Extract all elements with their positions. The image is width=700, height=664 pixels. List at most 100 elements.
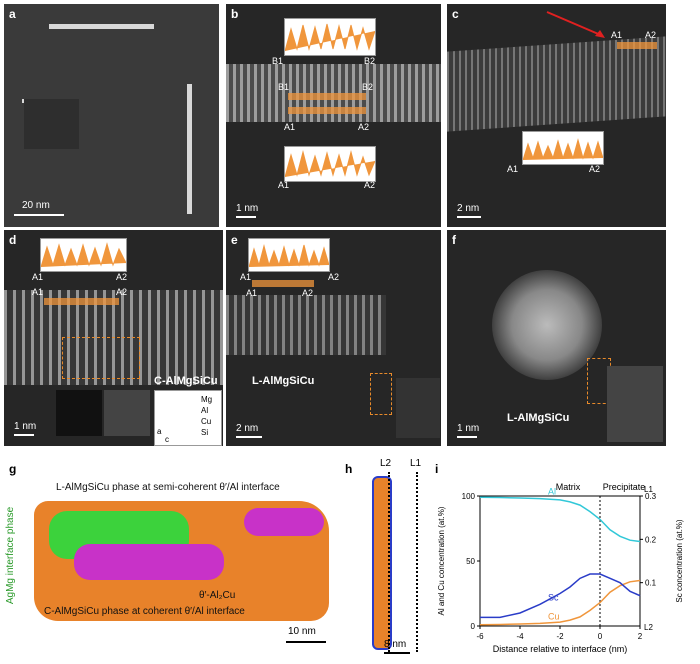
y-tick-label: 50 [466, 557, 475, 566]
d-band [44, 298, 119, 305]
panel-i-label: i [435, 462, 439, 476]
b-top-b2: B2 [364, 56, 376, 66]
scale-f: 1 nm [457, 423, 480, 434]
x-axis-label: Distance relative to interface (nm) [493, 644, 628, 654]
e-dashed-box [370, 373, 392, 415]
series-cu [479, 579, 641, 626]
e-band-a1: A1 [246, 288, 258, 298]
scale-b: 1 nm [236, 203, 259, 214]
legend-al: Al [201, 406, 209, 415]
profile-top-chart [284, 23, 376, 52]
scale-bar-e [236, 436, 262, 438]
profile-bottom [284, 146, 376, 182]
g-bottom-note: C-AlMgSiCu phase at coherent θ′/Al inter… [44, 606, 245, 617]
legend-si: Si [201, 428, 209, 437]
y2-tick-label: 0.1 [645, 579, 657, 588]
c-profile-chart [522, 138, 604, 161]
scale-d: 1 nm [14, 421, 37, 432]
h-line-l1 [416, 472, 418, 652]
d-profile [40, 238, 127, 272]
panel-g-label: g [9, 462, 17, 476]
plot-frame [479, 495, 641, 627]
e-profile [248, 238, 330, 272]
legend-cu: Cu [201, 417, 212, 426]
profile-bottom-chart [284, 150, 376, 178]
d-phase: C-AlMgSiCu [154, 375, 218, 387]
h-line-l2 [388, 472, 390, 652]
h-precipitate [372, 476, 392, 650]
scale-a: 20 nm [22, 200, 50, 211]
legend-mg: Mg [201, 395, 213, 404]
e-inset [396, 378, 440, 438]
panel-c-label: c [452, 7, 459, 21]
scale-bar-g [286, 641, 326, 643]
panel-a-label: a [9, 7, 16, 21]
g-magenta-right [244, 508, 324, 536]
scale-c: 2 nm [457, 203, 480, 214]
precipitate-horizontal [49, 24, 154, 29]
e-phase: L-AlMgSiCu [252, 375, 315, 387]
panel-e: e A1 A2 A1 A2 L-AlMgSiCu 2 nm [226, 230, 441, 446]
series-al [479, 496, 641, 543]
e-profile-a1: A1 [240, 272, 252, 282]
scale-bar-h [384, 652, 410, 654]
panel-a: a 20 nm [4, 4, 219, 227]
panel-f-label: f [452, 233, 456, 247]
panel-h-label: h [345, 462, 353, 476]
c-band-a2: A2 [645, 30, 657, 40]
b-band2 [288, 107, 366, 114]
e-layer [226, 295, 386, 355]
d-profile-a2: A2 [116, 272, 128, 282]
g-mid-note: θ′-Al₂Cu [199, 590, 236, 601]
panel-d: d A1 A2 A1 A2 C-AlMgSiCu Mg Al Cu Si a c… [4, 230, 223, 446]
scale-bar-d [14, 434, 34, 436]
series-label-al: Al [548, 487, 556, 497]
f-cluster [492, 270, 602, 380]
c-band-a1: A1 [611, 30, 623, 40]
e-profile-a2: A2 [328, 272, 340, 282]
f-inset [607, 366, 663, 442]
panel-b: b B1 B2 B1 B2 A1 A2 A1 A2 1 nm [226, 4, 441, 227]
scale-bar-c [457, 216, 481, 218]
profile-top [284, 18, 376, 56]
region-matrix: Matrix [556, 482, 581, 492]
b-bottom-a2: A2 [364, 180, 376, 190]
axis-c: c [165, 435, 169, 444]
scale-bar-a [14, 214, 64, 216]
red-arrow [546, 11, 605, 38]
d-structure-inset [104, 390, 150, 436]
d-dashed-box [62, 337, 140, 379]
panel-c: c A1 A2 A1 A2 2 nm [447, 4, 666, 227]
g-side-note: AgMg interface phase [5, 506, 17, 605]
y-tick-label: 0 [471, 622, 476, 631]
scale-bar-b [236, 216, 256, 218]
d-band-a1: A1 [32, 287, 44, 297]
x-tick-label: -4 [516, 632, 524, 641]
b-band1 [288, 93, 366, 100]
d-legend-inset: Mg Al Cu Si a c [154, 390, 222, 446]
g-magenta-region [74, 544, 224, 580]
panel-d-label: d [9, 233, 17, 247]
x-tick-label: 2 [638, 632, 643, 641]
x-tick-label: 0 [598, 632, 603, 641]
c-profile-a1: A1 [507, 164, 519, 174]
g-top-note: L-AlMgSiCu phase at semi-coherent θ′/Al … [56, 482, 280, 493]
b-top-b1: B1 [272, 56, 284, 66]
b-band-a1: A1 [284, 122, 296, 132]
y2-tick-label: 0.3 [645, 492, 657, 501]
scale-bar-f [457, 436, 477, 438]
axis-a: a [157, 427, 162, 436]
series-label-cu: Cu [548, 611, 560, 621]
x-tick-label: -2 [556, 632, 564, 641]
y-axis-label: Al and Cu concentration (at.%) [437, 506, 446, 615]
panel-h: h L2 L1 8 nm [340, 456, 430, 660]
b-band-b2: B2 [362, 82, 374, 92]
h-l1: L1 [410, 458, 422, 469]
panel-e-label: e [231, 233, 238, 247]
x-tick-label: -6 [476, 632, 484, 641]
corner-l1: L1 [644, 485, 653, 494]
panel-i: i -6 -4 -2 0 2 0 50 100 0.1 0.2 0.3 Al Cu Sc Distance … [430, 456, 696, 660]
d-band-a2: A2 [116, 287, 128, 297]
y2-tick-label: 0.2 [645, 535, 657, 544]
dark-region [24, 99, 79, 149]
